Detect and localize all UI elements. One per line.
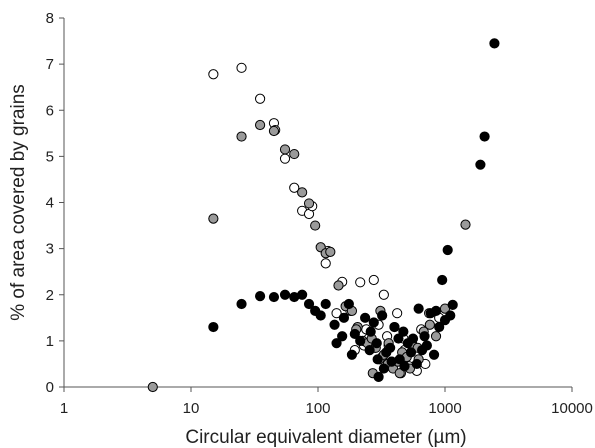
data-point-filled-circle xyxy=(439,315,451,326)
data-point-open-circle xyxy=(378,289,389,300)
data-point-filled-circle xyxy=(393,333,404,344)
data-point-grey-circle xyxy=(279,144,291,155)
data-point-filled-circle xyxy=(411,358,422,370)
data-point-filled-circle xyxy=(371,338,382,349)
data-point-filled-circle xyxy=(254,291,266,302)
axes xyxy=(63,18,572,388)
data-point-filled-circle xyxy=(303,298,315,310)
data-point-grey-circle xyxy=(254,119,266,131)
data-point-filled-circle xyxy=(338,312,350,323)
data-point-filled-circle xyxy=(377,310,388,321)
y-tick-label: 4 xyxy=(46,195,54,212)
y-tick-label: 8 xyxy=(46,10,54,27)
y-tick-label: 1 xyxy=(46,333,54,350)
data-point-open-circle xyxy=(368,274,379,286)
data-point-filled-circle xyxy=(372,354,383,365)
data-point-grey-circle xyxy=(147,381,158,393)
data-point-open-circle xyxy=(236,62,247,73)
data-point-filled-circle xyxy=(421,340,432,351)
data-point-open-circle xyxy=(208,69,219,80)
data-point-filled-circle xyxy=(442,244,453,256)
data-point-filled-circle xyxy=(407,333,419,344)
data-point-filled-circle xyxy=(394,354,405,365)
y-tick-label: 6 xyxy=(46,102,54,119)
data-point-open-circle xyxy=(279,153,291,164)
data-point-grey-circle xyxy=(460,219,471,230)
data-point-grey-circle xyxy=(303,198,315,209)
data-point-filled-circle xyxy=(413,303,424,314)
data-point-filled-circle xyxy=(430,305,442,316)
data-point-filled-circle xyxy=(208,321,219,333)
data-point-filled-circle xyxy=(268,291,280,303)
data-point-filled-circle xyxy=(447,299,458,310)
x-tick-label: 10 xyxy=(183,400,200,417)
data-points xyxy=(147,38,500,393)
data-point-grey-circle xyxy=(333,280,344,291)
data-point-filled-circle xyxy=(399,361,410,372)
data-point-filled-circle xyxy=(360,312,371,323)
data-point-filled-circle xyxy=(343,298,354,310)
data-point-open-circle xyxy=(392,308,403,319)
data-point-filled-circle xyxy=(437,274,448,286)
y-tick-label: 0 xyxy=(46,379,54,396)
data-point-filled-circle xyxy=(355,335,366,346)
data-point-filled-circle xyxy=(331,338,342,349)
data-point-filled-circle xyxy=(365,326,376,337)
data-point-filled-circle xyxy=(315,310,326,321)
data-point-filled-circle xyxy=(364,345,375,356)
data-point-filled-circle xyxy=(385,342,396,353)
data-point-grey-circle xyxy=(430,331,442,342)
data-point-grey-circle xyxy=(394,368,405,379)
data-point-filled-circle xyxy=(297,289,308,300)
data-point-filled-circle xyxy=(373,371,384,382)
data-point-filled-circle xyxy=(378,363,389,374)
data-point-grey-circle xyxy=(424,319,435,330)
data-point-filled-circle xyxy=(405,347,417,358)
data-point-filled-circle xyxy=(320,298,331,310)
x-tick-label: 1000 xyxy=(428,400,461,417)
data-point-filled-circle xyxy=(279,289,291,300)
x-ticks: 1 10 100 1000 10000 xyxy=(60,387,593,417)
y-ticks: 0 1 2 3 4 5 6 7 8 xyxy=(46,10,64,396)
data-point-grey-circle xyxy=(297,187,308,198)
y-axis-label: % of area covered by grains xyxy=(8,84,29,321)
data-point-filled-circle xyxy=(489,38,500,49)
data-point-filled-circle xyxy=(368,317,379,328)
data-point-grey-circle xyxy=(268,125,280,137)
data-point-grey-circle xyxy=(310,220,321,231)
x-tick-label: 1 xyxy=(60,400,68,417)
y-tick-label: 7 xyxy=(46,56,54,73)
data-point-open-circle xyxy=(331,308,342,319)
data-point-filled-circle xyxy=(479,131,490,142)
data-point-filled-circle xyxy=(419,331,430,342)
data-point-open-circle xyxy=(355,277,366,288)
y-tick-label: 2 xyxy=(46,287,54,304)
y-tick-label: 3 xyxy=(46,241,54,258)
x-tick-label: 10000 xyxy=(551,400,593,417)
data-point-open-circle xyxy=(320,258,331,269)
data-point-filled-circle xyxy=(475,159,486,170)
x-axis-label: Circular equivalent diameter (µm) xyxy=(185,427,466,448)
data-point-filled-circle xyxy=(337,331,348,342)
data-point-grey-circle xyxy=(236,131,247,142)
data-point-filled-circle xyxy=(398,326,409,337)
data-point-filled-circle xyxy=(349,328,360,340)
y-tick-label: 5 xyxy=(46,148,54,165)
data-point-grey-circle xyxy=(208,213,219,224)
data-point-filled-circle xyxy=(389,321,400,333)
x-tick-label: 100 xyxy=(305,400,330,417)
data-point-filled-circle xyxy=(346,349,358,360)
data-point-grey-circle xyxy=(325,246,336,257)
data-point-open-circle xyxy=(289,182,300,193)
data-point-filled-circle xyxy=(434,321,445,333)
data-point-filled-circle xyxy=(329,319,340,330)
data-point-open-circle xyxy=(254,93,266,104)
data-point-filled-circle xyxy=(428,349,440,360)
data-point-grey-circle xyxy=(289,148,300,160)
data-point-filled-circle xyxy=(236,298,247,310)
